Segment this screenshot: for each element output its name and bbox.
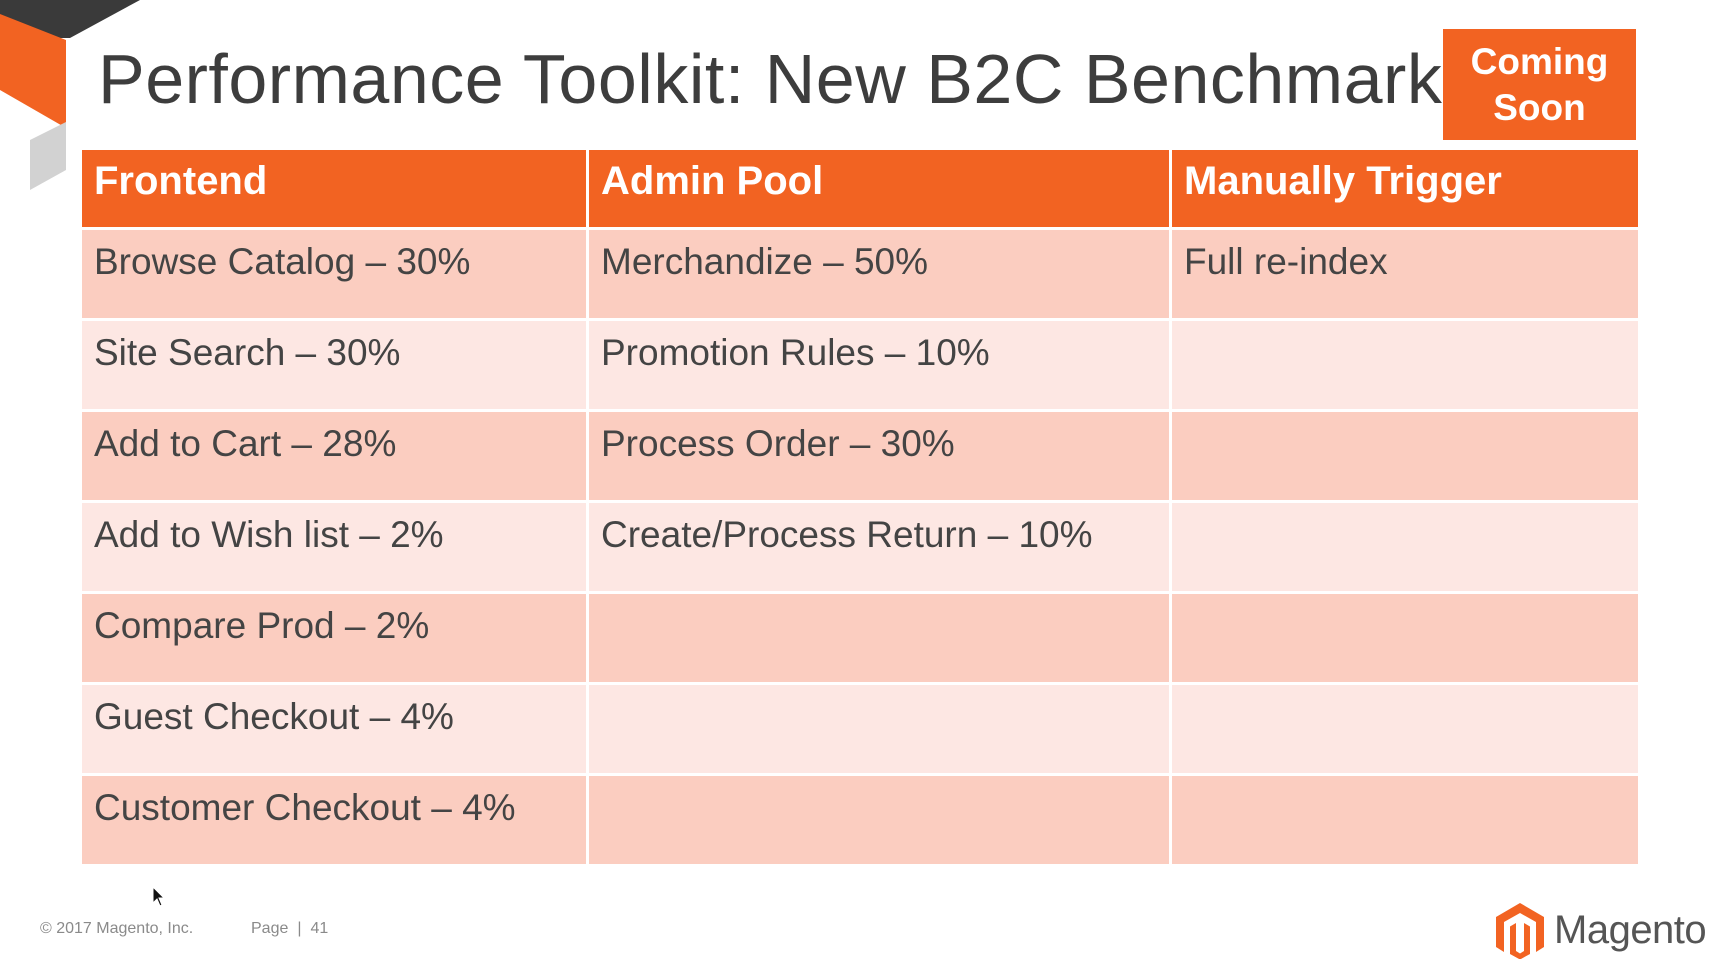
table-cell: [1172, 503, 1638, 591]
header-manually-trigger: Manually Trigger: [1172, 150, 1638, 227]
table-row: Browse Catalog – 30% Merchandize – 50% F…: [82, 230, 1638, 318]
table-cell: Compare Prod – 2%: [82, 594, 586, 682]
table-cell: [1172, 412, 1638, 500]
mouse-cursor-icon: [152, 886, 166, 907]
page-separator: |: [297, 920, 302, 937]
table-cell: Full re-index: [1172, 230, 1638, 318]
slide-title: Performance Toolkit: New B2C Benchmark: [98, 40, 1443, 118]
table-row: Customer Checkout – 4%: [82, 776, 1638, 864]
coming-soon-line-1: Coming: [1470, 40, 1609, 82]
table-cell: [589, 685, 1169, 773]
table-cell: Customer Checkout – 4%: [82, 776, 586, 864]
corner-decoration: [0, 0, 140, 190]
table-header-row: Frontend Admin Pool Manually Trigger: [82, 150, 1638, 227]
page-number: 41: [310, 920, 329, 937]
magento-brand: Magento: [1494, 900, 1707, 960]
table-cell: Browse Catalog – 30%: [82, 230, 586, 318]
header-admin-pool: Admin Pool: [589, 150, 1169, 227]
table-row: Add to Cart – 28% Process Order – 30%: [82, 412, 1638, 500]
table-cell: Create/Process Return – 10%: [589, 503, 1169, 591]
table-row: Guest Checkout – 4%: [82, 685, 1638, 773]
table-cell: Site Search – 30%: [82, 321, 586, 409]
table-cell: Merchandize – 50%: [589, 230, 1169, 318]
table-cell: [1172, 321, 1638, 409]
coming-soon-line-2: Soon: [1493, 86, 1586, 128]
header-frontend: Frontend: [82, 150, 586, 227]
table-cell: Guest Checkout – 4%: [82, 685, 586, 773]
page-label: Page: [251, 920, 289, 937]
coming-soon-badge: Coming Soon: [1443, 29, 1636, 140]
table-cell: Promotion Rules – 10%: [589, 321, 1169, 409]
benchmark-table-container: Frontend Admin Pool Manually Trigger Bro…: [82, 150, 1638, 867]
table-cell: [1172, 776, 1638, 864]
table-cell: [1172, 685, 1638, 773]
table-cell: [589, 594, 1169, 682]
table-cell: [589, 776, 1169, 864]
footer-page-info: Page | 41: [251, 920, 328, 938]
table-row: Compare Prod – 2%: [82, 594, 1638, 682]
table-cell: Add to Cart – 28%: [82, 412, 586, 500]
table-cell: Add to Wish list – 2%: [82, 503, 586, 591]
benchmark-table: Frontend Admin Pool Manually Trigger Bro…: [79, 147, 1641, 867]
table-row: Site Search – 30% Promotion Rules – 10%: [82, 321, 1638, 409]
table-cell: Process Order – 30%: [589, 412, 1169, 500]
footer-copyright: © 2017 Magento, Inc.: [40, 920, 194, 937]
table-cell: [1172, 594, 1638, 682]
brand-name: Magento: [1554, 907, 1707, 952]
table-row: Add to Wish list – 2% Create/Process Ret…: [82, 503, 1638, 591]
magento-logo-icon: [1496, 903, 1544, 959]
